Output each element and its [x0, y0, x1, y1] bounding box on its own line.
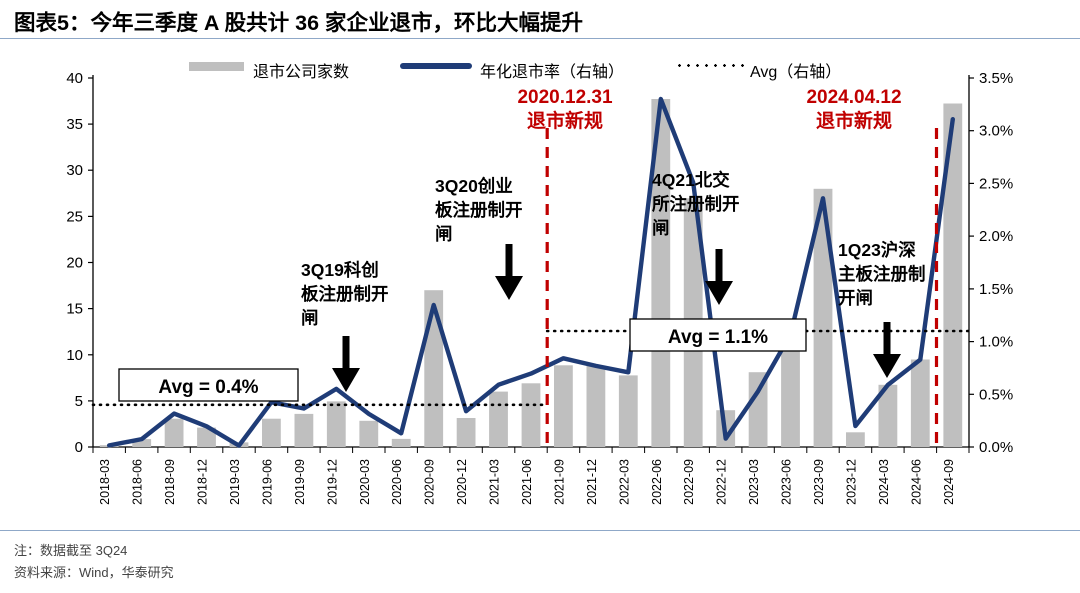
- svg-text:0: 0: [75, 439, 83, 456]
- svg-text:2023-12: 2023-12: [844, 459, 858, 505]
- svg-text:15: 15: [66, 301, 83, 318]
- svg-text:2023-03: 2023-03: [747, 459, 761, 505]
- svg-text:40: 40: [66, 70, 83, 87]
- svg-text:1Q23沪深: 1Q23沪深: [838, 240, 916, 260]
- svg-text:3.0%: 3.0%: [979, 123, 1013, 140]
- svg-text:2021-03: 2021-03: [488, 459, 502, 505]
- svg-text:退市新规: 退市新规: [527, 109, 603, 132]
- svg-text:2020-06: 2020-06: [390, 459, 404, 505]
- svg-text:2023-09: 2023-09: [812, 459, 826, 505]
- svg-text:2020-09: 2020-09: [423, 459, 437, 505]
- svg-text:2022-09: 2022-09: [682, 459, 696, 505]
- svg-text:20: 20: [66, 255, 83, 272]
- svg-text:2020-12: 2020-12: [455, 459, 469, 505]
- svg-text:25: 25: [66, 208, 83, 225]
- svg-text:1.0%: 1.0%: [979, 334, 1013, 351]
- svg-text:板注册制开: 板注册制开: [301, 284, 389, 304]
- svg-text:3.5%: 3.5%: [979, 70, 1013, 87]
- svg-text:2019-06: 2019-06: [260, 459, 274, 505]
- svg-text:2023-06: 2023-06: [780, 459, 794, 505]
- svg-text:2021-06: 2021-06: [520, 459, 534, 505]
- svg-text:2018-12: 2018-12: [196, 459, 210, 505]
- svg-text:2022-03: 2022-03: [617, 459, 631, 505]
- svg-text:3Q20创业: 3Q20创业: [435, 176, 513, 196]
- svg-text:2024-03: 2024-03: [877, 459, 891, 505]
- svg-text:2024-09: 2024-09: [942, 459, 956, 505]
- svg-text:2022-06: 2022-06: [650, 459, 664, 505]
- svg-text:3Q19科创: 3Q19科创: [301, 260, 379, 280]
- svg-text:2021-09: 2021-09: [552, 459, 566, 505]
- svg-text:2024.04.12: 2024.04.12: [806, 87, 901, 108]
- svg-text:5: 5: [75, 393, 83, 410]
- svg-text:闸: 闸: [301, 308, 319, 328]
- svg-text:闸: 闸: [435, 224, 453, 244]
- svg-text:2021-12: 2021-12: [585, 459, 599, 505]
- svg-text:2024-06: 2024-06: [909, 459, 923, 505]
- svg-text:2019-03: 2019-03: [228, 459, 242, 505]
- svg-text:30: 30: [66, 162, 83, 179]
- svg-text:2019-12: 2019-12: [325, 459, 339, 505]
- svg-text:1.5%: 1.5%: [979, 281, 1013, 298]
- svg-text:10: 10: [66, 347, 83, 364]
- svg-text:开闸: 开闸: [838, 288, 873, 308]
- svg-text:2022-12: 2022-12: [715, 459, 729, 505]
- svg-text:Avg = 1.1%: Avg = 1.1%: [668, 327, 768, 348]
- svg-text:0.0%: 0.0%: [979, 439, 1013, 456]
- svg-text:2.0%: 2.0%: [979, 228, 1013, 245]
- svg-text:2018-06: 2018-06: [131, 459, 145, 505]
- svg-text:4Q21北交: 4Q21北交: [652, 170, 730, 190]
- svg-text:退市新规: 退市新规: [816, 109, 892, 132]
- svg-text:板注册制开: 板注册制开: [435, 200, 523, 220]
- svg-text:2.5%: 2.5%: [979, 175, 1013, 192]
- svg-text:2019-09: 2019-09: [293, 459, 307, 505]
- svg-text:2020-03: 2020-03: [358, 459, 372, 505]
- svg-text:35: 35: [66, 116, 83, 133]
- svg-text:2020.12.31: 2020.12.31: [517, 87, 613, 108]
- svg-text:主板注册制: 主板注册制: [838, 264, 926, 284]
- svg-text:所注册制开: 所注册制开: [652, 194, 740, 214]
- svg-text:0.5%: 0.5%: [979, 386, 1013, 403]
- svg-text:2018-03: 2018-03: [98, 459, 112, 505]
- svg-text:2018-09: 2018-09: [163, 459, 177, 505]
- svg-text:Avg = 0.4%: Avg = 0.4%: [158, 377, 258, 398]
- svg-text:闸: 闸: [652, 218, 670, 238]
